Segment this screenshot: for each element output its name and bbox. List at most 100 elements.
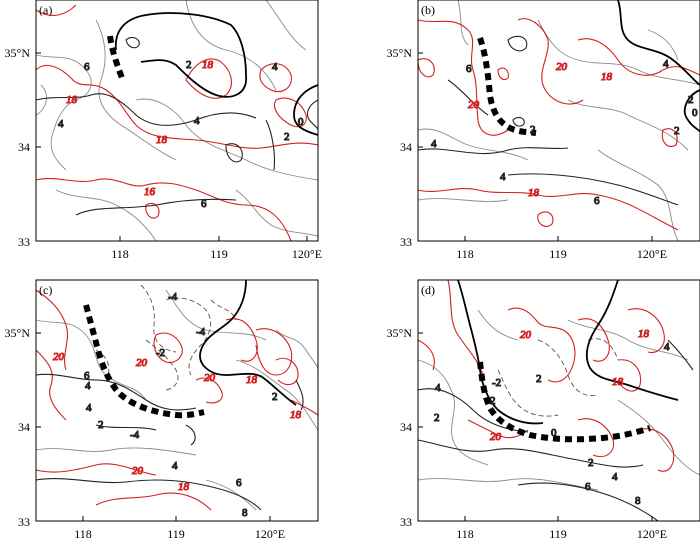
svg-text:2: 2	[536, 373, 542, 385]
svg-text:2: 2	[530, 124, 536, 136]
svg-text:119: 119	[549, 527, 567, 541]
svg-text:20: 20	[132, 465, 144, 477]
red-labels: 18 18 18 16	[65, 58, 214, 198]
svg-text:20: 20	[556, 61, 568, 73]
svg-text:119: 119	[210, 247, 228, 261]
svg-text:4: 4	[86, 402, 92, 414]
svg-text:35°N: 35°N	[5, 46, 31, 60]
svg-text:4: 4	[664, 341, 670, 353]
grey-contours	[35, 0, 319, 242]
y-ticks: 35°N 34 33	[5, 46, 41, 249]
black-contours	[35, 279, 304, 511]
svg-text:33: 33	[400, 515, 412, 529]
svg-text:35°N: 35°N	[5, 326, 31, 340]
svg-text:33: 33	[400, 235, 412, 249]
svg-text:-4: -4	[196, 326, 206, 338]
svg-text:18: 18	[601, 71, 613, 83]
svg-text:2: 2	[284, 131, 290, 143]
svg-text:0: 0	[551, 427, 557, 439]
svg-text:119: 119	[167, 527, 185, 541]
svg-text:18: 18	[528, 187, 540, 199]
svg-text:0: 0	[692, 107, 698, 119]
svg-text:4: 4	[172, 460, 178, 472]
svg-text:18: 18	[612, 376, 624, 388]
panel-a: 18 18 18 16 6 2 4 4 4 0 6 2 (a) 35°N 34 …	[5, 0, 322, 261]
svg-text:4: 4	[58, 118, 64, 130]
svg-text:20: 20	[136, 357, 148, 369]
svg-text:-4: -4	[130, 429, 140, 441]
black-contours	[417, 279, 694, 522]
black-labels: -4 -4 -2 4 6 2 4 -4 4 6 8 2	[83, 290, 278, 519]
svg-text:4: 4	[435, 382, 441, 394]
svg-text:118: 118	[111, 247, 129, 261]
panel-frame	[417, 0, 700, 242]
svg-text:4: 4	[85, 380, 91, 392]
svg-text:4: 4	[272, 61, 278, 73]
svg-text:-4: -4	[168, 291, 178, 303]
red-contours	[417, 279, 675, 472]
svg-text:34: 34	[400, 140, 412, 154]
svg-text:2: 2	[434, 412, 440, 424]
svg-text:4: 4	[500, 171, 506, 183]
panel-frame	[35, 0, 319, 242]
black-contours	[417, 0, 700, 206]
dashed-contours	[497, 338, 619, 417]
svg-text:120°E: 120°E	[255, 527, 285, 541]
panel-tag: (b)	[421, 3, 435, 17]
svg-text:33: 33	[18, 235, 30, 249]
svg-text:18: 18	[178, 481, 190, 493]
red-labels: 20 20 18 18	[489, 327, 650, 443]
svg-text:8: 8	[635, 495, 641, 507]
svg-text:6: 6	[201, 198, 207, 210]
svg-text:6: 6	[466, 63, 472, 75]
front-line	[477, 361, 651, 443]
svg-text:118: 118	[456, 527, 474, 541]
red-labels: 20 20 20 18 18 20 18	[52, 350, 302, 493]
panel-tag: (c)	[39, 283, 52, 297]
x-ticks: 118 119 120°E	[111, 236, 322, 261]
svg-text:20: 20	[468, 99, 480, 111]
svg-text:18: 18	[202, 59, 214, 71]
svg-text:2: 2	[688, 94, 694, 106]
svg-text:2: 2	[490, 395, 496, 407]
svg-text:119: 119	[549, 247, 567, 261]
svg-text:2: 2	[98, 419, 104, 431]
svg-text:35°N: 35°N	[387, 326, 413, 340]
svg-text:20: 20	[490, 431, 502, 443]
svg-text:6: 6	[84, 61, 90, 73]
black-labels: 6 2 4 4 4 0 6 2	[57, 58, 304, 210]
panel-frame	[35, 279, 319, 522]
panel-tag: (a)	[39, 3, 52, 17]
svg-text:18: 18	[290, 409, 302, 421]
svg-text:18: 18	[66, 94, 78, 106]
black-contours	[35, 12, 319, 216]
svg-text:34: 34	[18, 420, 30, 434]
svg-text:4: 4	[431, 138, 437, 150]
svg-text:20: 20	[53, 351, 65, 363]
svg-text:20: 20	[520, 329, 532, 341]
svg-text:4: 4	[612, 471, 618, 483]
panel-tag: (d)	[421, 283, 435, 297]
red-contours	[35, 4, 319, 242]
svg-text:2: 2	[186, 59, 192, 71]
y-ticks: 35°N 34 33	[5, 326, 41, 529]
svg-text:120°E: 120°E	[637, 527, 667, 541]
front-line	[477, 37, 537, 136]
svg-text:35°N: 35°N	[387, 46, 413, 60]
svg-text:118: 118	[74, 527, 92, 541]
svg-text:4: 4	[663, 58, 669, 70]
svg-text:0: 0	[298, 116, 304, 128]
svg-text:2: 2	[588, 457, 594, 469]
y-ticks: 35°N 34 33	[387, 326, 423, 529]
svg-text:34: 34	[400, 420, 412, 434]
grey-contours	[417, 309, 700, 491]
svg-text:-2: -2	[492, 377, 501, 389]
black-labels: 6 4 2 4 6 2 4 2 0	[430, 57, 698, 207]
svg-text:-2: -2	[156, 347, 165, 359]
grey-contours	[417, 0, 700, 242]
red-labels: 20 20 18 18	[467, 60, 613, 199]
svg-text:2: 2	[674, 125, 680, 137]
svg-text:33: 33	[18, 515, 30, 529]
x-ticks: 118 119 120°E	[74, 516, 285, 541]
